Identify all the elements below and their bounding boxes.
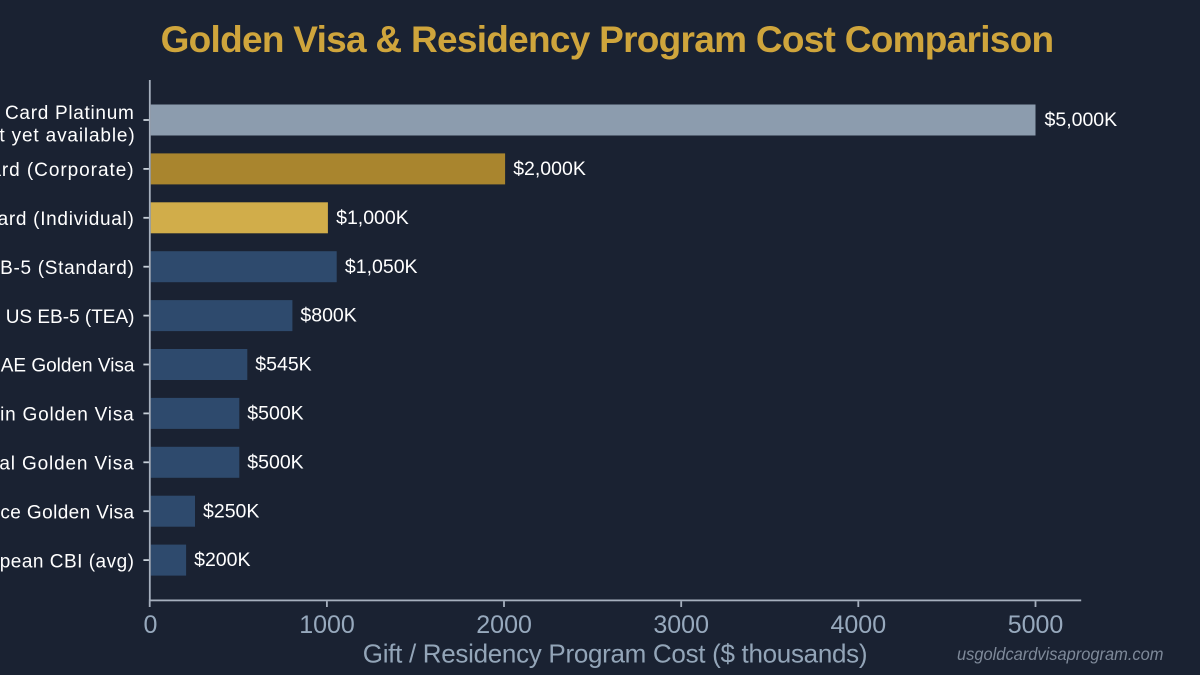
svg-text:usgoldcardvisaprogram.com: usgoldcardvisaprogram.com bbox=[957, 644, 1164, 664]
svg-text:0: 0 bbox=[144, 611, 158, 639]
svg-text:Card (Individual): Card (Individual) bbox=[0, 209, 135, 230]
svg-text:Portugal Golden Visa: Portugal Golden Visa bbox=[0, 454, 135, 475]
svg-text:$500K: $500K bbox=[247, 403, 303, 425]
svg-text:3000: 3000 bbox=[653, 611, 709, 639]
svg-text:$800K: $800K bbox=[300, 305, 356, 327]
svg-text:Trump Card Platinum: Trump Card Platinum bbox=[0, 103, 135, 124]
svg-text:(Not yet available): (Not yet available) bbox=[0, 126, 136, 147]
svg-text:4000: 4000 bbox=[830, 611, 886, 639]
svg-text:US EB-5 (TEA): US EB-5 (TEA) bbox=[6, 307, 135, 328]
svg-text:European CBI (avg): European CBI (avg) bbox=[0, 551, 135, 572]
svg-text:5000: 5000 bbox=[1008, 611, 1064, 639]
svg-text:$2,000K: $2,000K bbox=[513, 158, 586, 180]
svg-text:UAE Golden Visa: UAE Golden Visa bbox=[0, 356, 135, 377]
svg-text:Gift / Residency Program Cost: Gift / Residency Program Cost ($ thousan… bbox=[363, 639, 867, 669]
svg-text:1000: 1000 bbox=[299, 611, 355, 639]
svg-text:$200K: $200K bbox=[194, 549, 250, 571]
svg-text:2000: 2000 bbox=[476, 611, 532, 639]
svg-text:$5,000K: $5,000K bbox=[1045, 109, 1118, 131]
svg-text:$545K: $545K bbox=[255, 354, 311, 376]
svg-text:Card (Corporate): Card (Corporate) bbox=[0, 160, 135, 181]
svg-text:Golden Visa & Residency Progra: Golden Visa & Residency Program Cost Com… bbox=[161, 19, 1054, 60]
svg-text:Spain Golden Visa: Spain Golden Visa bbox=[0, 405, 135, 426]
svg-text:$250K: $250K bbox=[203, 500, 259, 522]
svg-text:EB-5 (Standard): EB-5 (Standard) bbox=[0, 258, 135, 279]
svg-text:$1,050K: $1,050K bbox=[345, 256, 418, 278]
svg-text:Greece Golden Visa: Greece Golden Visa bbox=[0, 502, 135, 523]
svg-text:$500K: $500K bbox=[247, 451, 303, 473]
svg-text:$1,000K: $1,000K bbox=[336, 207, 409, 229]
